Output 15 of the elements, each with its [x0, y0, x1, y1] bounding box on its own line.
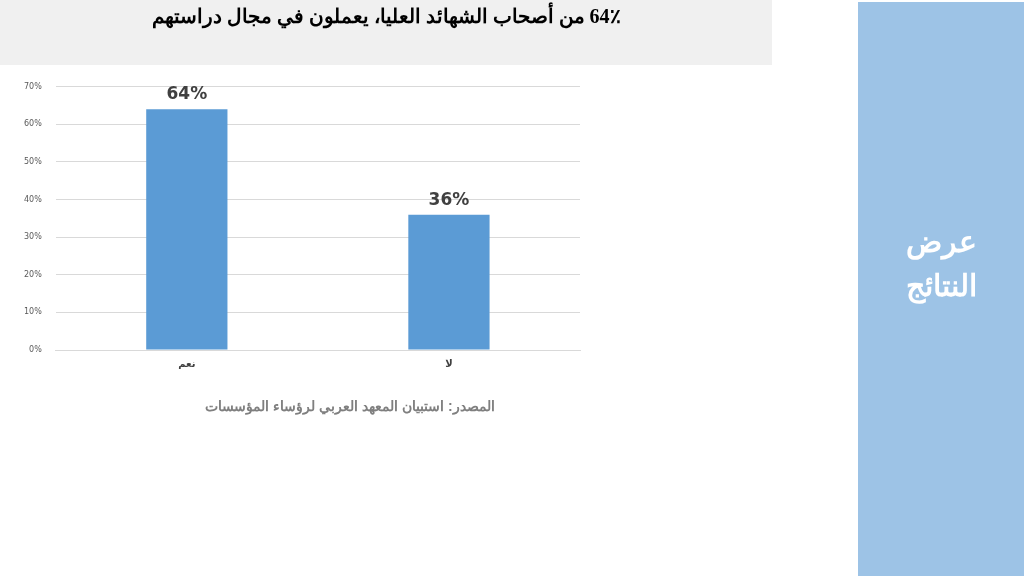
x-tick-label: لا: [445, 357, 453, 369]
data-label: 64%: [166, 83, 208, 104]
x-tick-label: نعم: [178, 357, 196, 369]
y-tick-label: 20%: [24, 269, 43, 279]
text: المصدر: استبيان المعهد العربي لرؤساء المؤسسات: [204, 398, 496, 414]
data-label: 36%: [428, 188, 470, 209]
y-tick-label: 60%: [24, 119, 43, 129]
text: عرض النتائج: [904, 224, 978, 306]
y-tick-label: 10%: [24, 307, 43, 317]
y-tick-label: 0%: [29, 345, 43, 355]
y-tick-label: 40%: [24, 194, 43, 204]
y-tick-label: 30%: [24, 232, 43, 242]
chart-title: 64٪ من أصحاب الشهائد العليا، يعملون في مجال دراستهم: [150, 4, 622, 28]
y-tick-label: 70%: [24, 81, 43, 91]
y-tick-label: 50%: [24, 157, 43, 167]
